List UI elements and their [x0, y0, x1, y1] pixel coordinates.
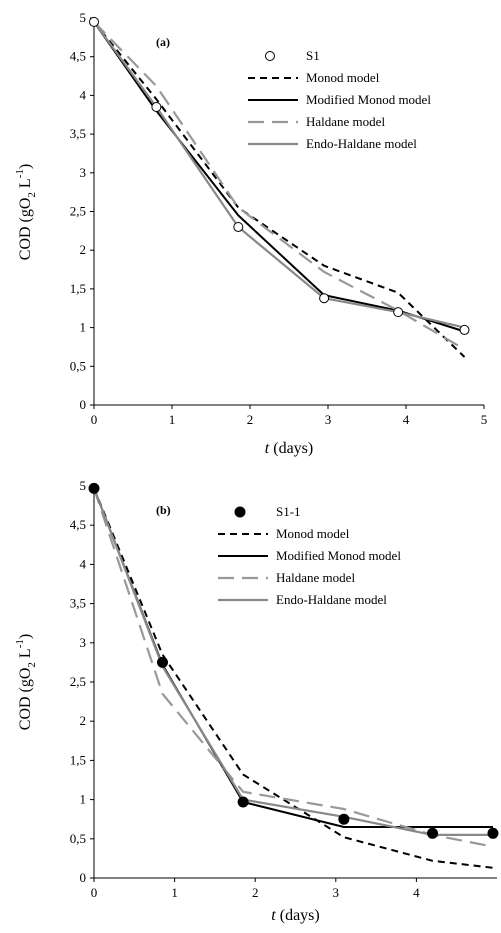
chart-b-legend-label: Haldane model: [276, 570, 355, 585]
chart-a-y-tick-label: 0,5: [70, 358, 86, 373]
chart-b-series-line-3: [92, 488, 494, 848]
chart-a-y-tick-label: 4: [80, 87, 87, 102]
chart-a-x-tick-label: 0: [91, 412, 98, 427]
chart-b-x-tick-label: 0: [91, 885, 98, 900]
chart-a-y-tick-label: 0: [80, 397, 87, 412]
chart-b-x-axis-title: t (days): [271, 907, 319, 924]
chart-b-x-tick-label: 2: [252, 885, 259, 900]
chart-b-y-tick-label: 2,5: [70, 674, 86, 689]
chart-a-data-point: [151, 102, 162, 113]
chart-a-panel: 0 0,5 1 1,5 2 2,5 3 3,5 4 4,5 5 0 1 2 3 4 5 t (days) COD (…: [14, 10, 487, 457]
chart-b-series-line-4: [92, 488, 493, 837]
chart-b-x-tick-label: 3: [333, 885, 340, 900]
chart-b-x-tick-label: 4: [413, 885, 420, 900]
chart-a-x-tick-label: 2: [247, 412, 254, 427]
chart-b-legend-label: S1-1: [276, 504, 301, 519]
chart-a-panel-label: (a): [156, 35, 170, 49]
chart-a-x-tick-label: 5: [481, 412, 488, 427]
chart-a-legend-label: S1: [306, 48, 320, 63]
chart-b-y-axis-title: COD (gO2 L-1): [14, 634, 38, 730]
chart-b-y-tick-label: 4,5: [70, 517, 86, 532]
chart-a-y-tick-label: 3,5: [70, 126, 86, 141]
chart-b-y-tick-label: 1,5: [70, 752, 86, 767]
chart-a-x-tick-label: 3: [325, 412, 332, 427]
chart-b-data-point: [237, 796, 249, 808]
chart-b-data-point: [338, 813, 350, 825]
chart-a-data-point: [89, 16, 99, 27]
chart-b-y-tick-label: 3,5: [70, 596, 86, 611]
chart-b-legend-label: Modified Monod model: [276, 548, 401, 563]
chart-b-y-tick-label: 1: [80, 792, 87, 807]
chart-a-x-tick-label: 1: [169, 412, 176, 427]
chart-b-data-point: [157, 656, 169, 668]
chart-a-y-tick-label: 1: [80, 320, 87, 335]
chart-a-y-tick-label: 3: [80, 165, 87, 180]
chart-a-x-axis-title: t (days): [265, 440, 313, 457]
chart-a-series-line-3: [93, 21, 466, 351]
chart-b-y-tick-label: 0: [80, 870, 87, 885]
chart-a-y-axis-title: COD (gO2 L-1): [14, 164, 38, 260]
chart-b-panel: 0 0,5 1 1,5 2 2,5 3 3,5 4 4,5 5 0 1 2 3 4 t (days) COD (g…: [14, 478, 499, 924]
chart-a-data-point: [393, 307, 404, 318]
chart-a-series-line-1: [93, 21, 466, 358]
chart-b-y-tick-label: 5: [80, 478, 87, 493]
chart-b-y-tick-label: 0,5: [70, 831, 86, 846]
chart-b-x-tick-label: 1: [171, 885, 178, 900]
chart-a-y-tick-label: 2,5: [70, 204, 86, 219]
chart-a-y-tick-label: 4,5: [70, 49, 86, 64]
chart-b-series-line-1: [93, 488, 494, 869]
chart-a-y-tick-label: 1,5: [70, 281, 86, 296]
chart-b-data-point: [88, 482, 100, 494]
chart-a-legend-label: Modified Monod model: [306, 92, 431, 107]
chart-a-legend-marker: [265, 51, 275, 61]
chart-a-y-tick-label: 2: [80, 242, 87, 257]
chart-a-y-tick-label: 5: [80, 10, 87, 25]
chart-b-legend-label: Endo-Haldane model: [276, 592, 387, 607]
chart-a-series-line-4: [93, 21, 465, 329]
chart-a-legend-label: Monod model: [306, 70, 380, 85]
chart-b-legend-marker: [234, 506, 246, 518]
chart-a-x-tick-label: 4: [403, 412, 410, 427]
chart-b-legend-label: Monod model: [276, 526, 350, 541]
chart-a-data-point: [459, 324, 470, 335]
chart-b-y-tick-label: 2: [80, 713, 87, 728]
chart-b-panel-label: (b): [156, 503, 171, 517]
chart-a-series-line-2: [93, 21, 465, 333]
chart-b-data-point: [427, 827, 439, 839]
chart-a-legend-label: Endo-Haldane model: [306, 136, 417, 151]
chart-b-y-tick-label: 4: [80, 556, 87, 571]
chart-a-data-point: [233, 221, 244, 232]
chart-a-legend-label: Haldane model: [306, 114, 385, 129]
chart-b-data-point: [487, 827, 499, 839]
chart-b-y-tick-label: 3: [80, 635, 87, 650]
chart-a-data-point: [319, 293, 330, 304]
